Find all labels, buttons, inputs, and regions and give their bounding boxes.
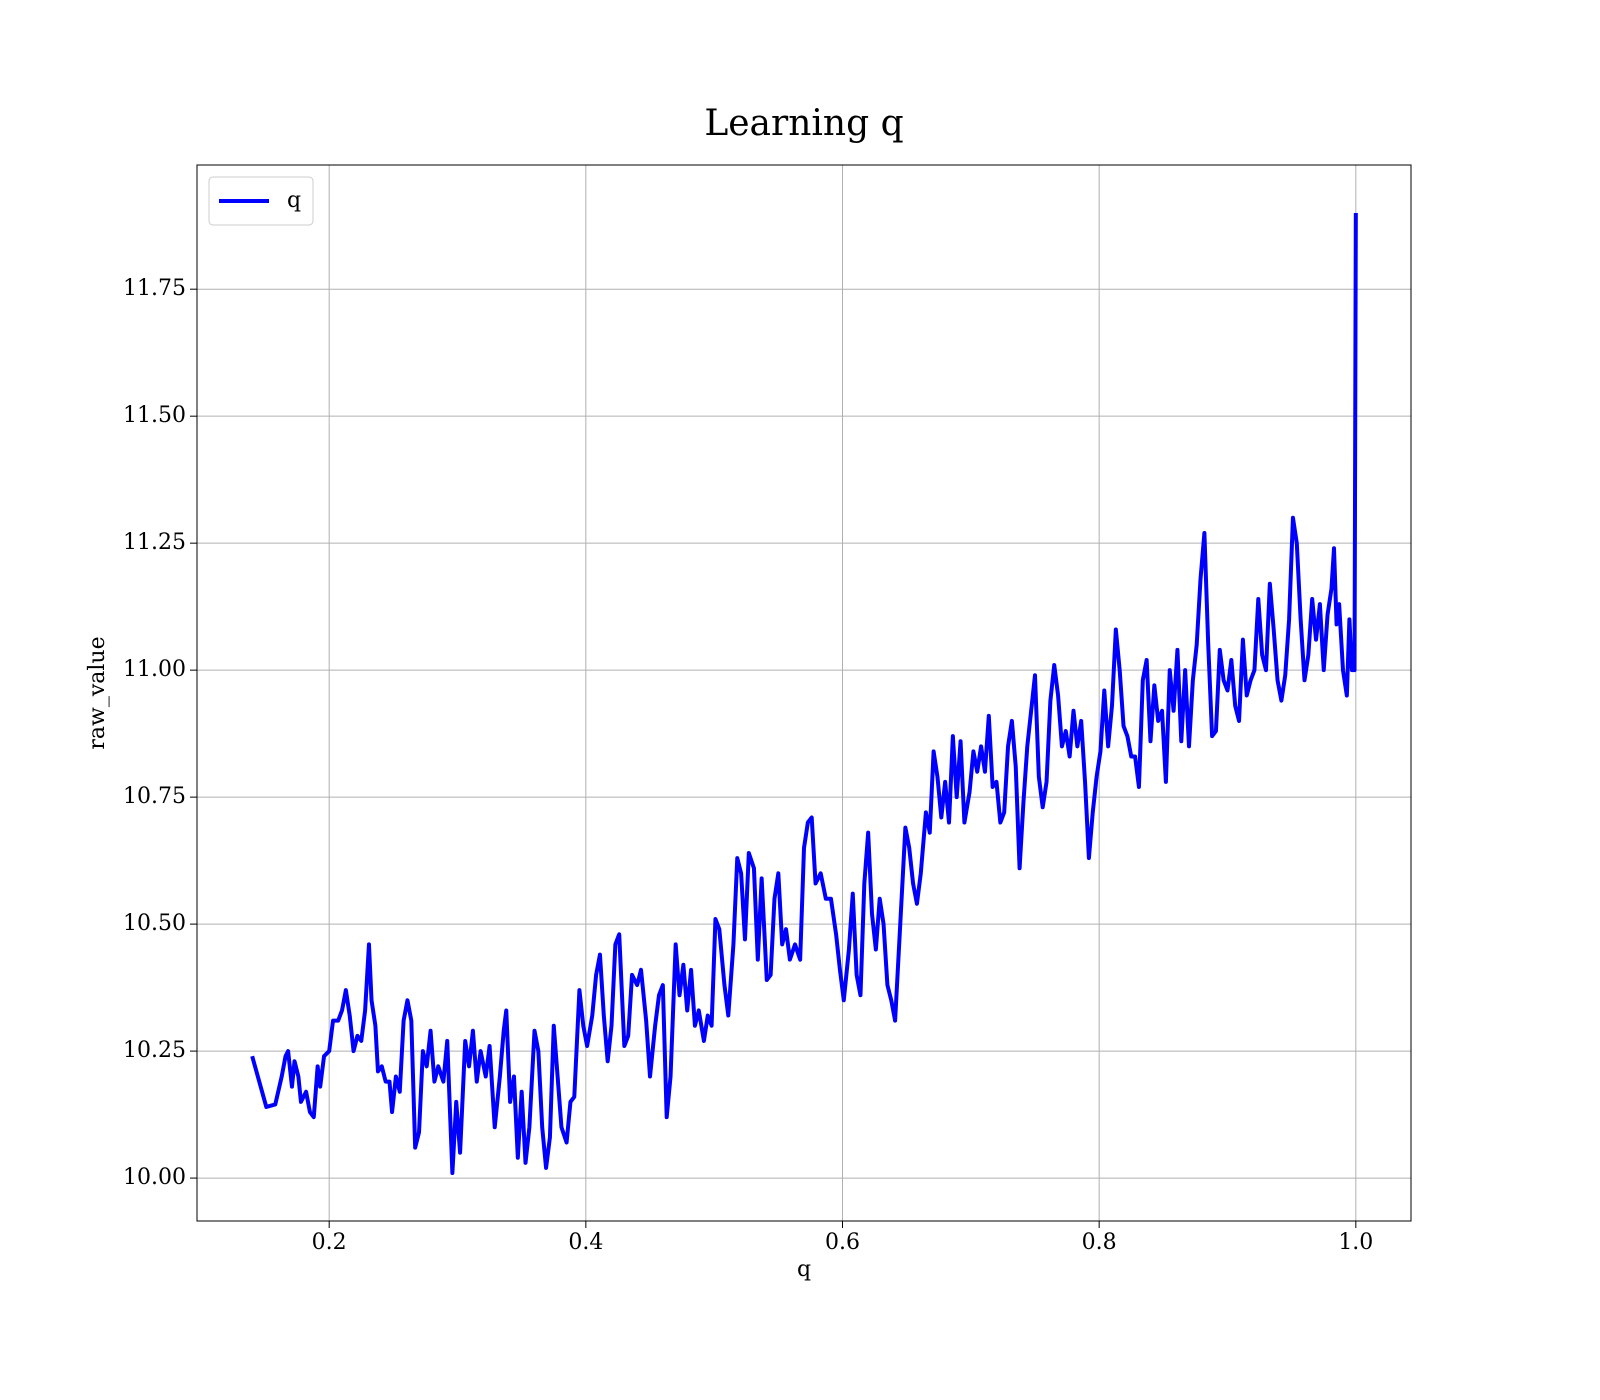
y-tick-label: 10.25: [123, 1038, 186, 1063]
y-tick-label: 10.50: [123, 911, 186, 936]
y-tick-label: 10.75: [123, 784, 186, 809]
y-tick-label: 11.25: [123, 530, 186, 555]
y-tick-label: 11.50: [123, 403, 186, 428]
plot-frame: [196, 164, 1412, 1222]
x-tick-label: 1.0: [1338, 1230, 1373, 1255]
y-tick-label: 11.00: [123, 657, 186, 682]
x-axis-label: q: [797, 1257, 811, 1282]
y-axis-label: raw_value: [85, 636, 110, 749]
x-tick-label: 0.2: [312, 1230, 347, 1255]
y-tick-label: 10.00: [123, 1165, 186, 1190]
legend-label: q: [287, 188, 301, 213]
chart-title: Learning q: [704, 103, 903, 144]
y-tick-label: 11.75: [123, 276, 186, 301]
x-tick-label: 0.8: [1082, 1230, 1117, 1255]
x-tick-label: 0.6: [825, 1230, 860, 1255]
data-line: [250, 212, 1358, 1175]
x-tick-label: 0.4: [568, 1230, 603, 1255]
